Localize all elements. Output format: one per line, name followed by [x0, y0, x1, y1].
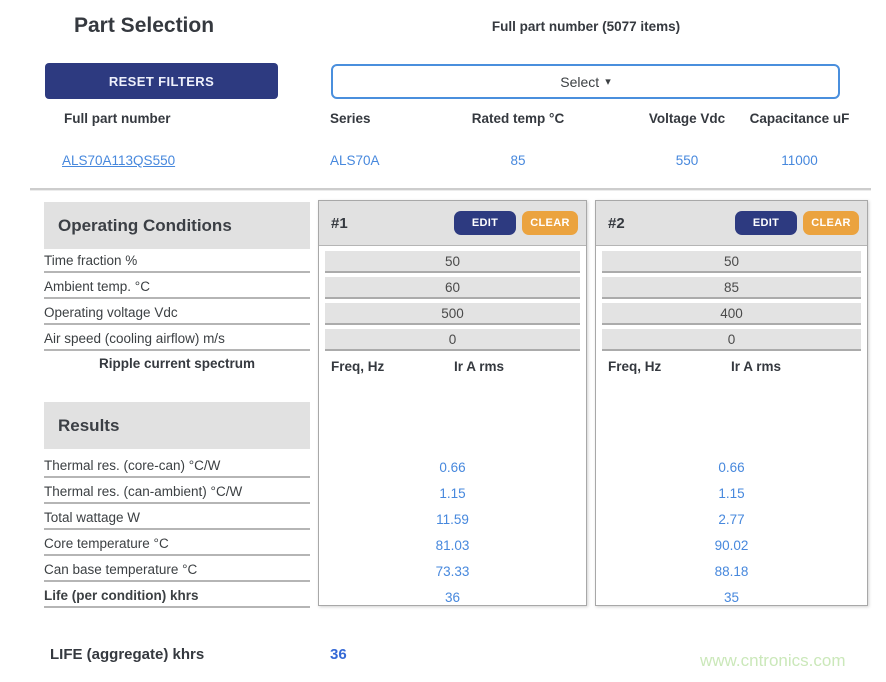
- condition-1-thermal-core-can: 0.66: [439, 460, 466, 475]
- condition-panel-2: #2 EDIT CLEAR 50 85 400 0 Freq, Hz Ir A …: [595, 200, 868, 606]
- condition-2-life: 35: [723, 590, 740, 605]
- condition-2-operating-voltage: 400: [602, 303, 861, 325]
- selector-caption: Full part number (5077 items): [491, 19, 681, 34]
- condition-2-core-temperature: 90.02: [714, 538, 749, 553]
- condition-1-ir-header: Ir A rms: [453, 359, 505, 374]
- part-series-value: ALS70A: [330, 153, 380, 168]
- ripple-spectrum-label: Ripple current spectrum: [98, 356, 256, 371]
- col-header-capacitance: Capacitance uF: [749, 111, 850, 126]
- watermark: www.cntronics.com: [700, 651, 846, 670]
- condition-1-air-speed: 0: [325, 329, 580, 351]
- condition-1-id: #1: [331, 214, 348, 232]
- life-aggregate-label: LIFE (aggregate) khrs: [50, 646, 205, 663]
- condition-2-edit-button[interactable]: EDIT: [735, 211, 797, 235]
- condition-2-thermal-core-can: 0.66: [718, 460, 745, 475]
- condition-1-total-wattage: 11.59: [436, 512, 469, 527]
- results-header: Results: [44, 402, 310, 449]
- life-aggregate-value: 36: [330, 646, 347, 663]
- condition-1-can-base-temperature: 73.33: [435, 564, 470, 579]
- label-thermal-core-can: Thermal res. (core-can) °C/W: [44, 455, 310, 478]
- part-select-dropdown[interactable]: Select ▾: [331, 64, 840, 99]
- condition-1-header: #1 EDIT CLEAR: [319, 201, 586, 246]
- condition-2-time-fraction: 50: [602, 251, 861, 273]
- condition-1-time-fraction: 50: [325, 251, 580, 273]
- condition-1-clear-button[interactable]: CLEAR: [522, 211, 578, 235]
- reset-filters-button[interactable]: RESET FILTERS: [45, 63, 278, 99]
- col-header-series: Series: [330, 111, 371, 126]
- part-voltage-value: 550: [675, 153, 699, 168]
- condition-1-core-temperature: 81.03: [435, 538, 470, 553]
- condition-2-freq-header: Freq, Hz: [608, 359, 662, 374]
- condition-2-clear-button[interactable]: CLEAR: [803, 211, 859, 235]
- label-time-fraction: Time fraction %: [44, 250, 310, 273]
- label-ambient-temp: Ambient temp. °C: [44, 276, 310, 299]
- col-header-rated-temp: Rated temp °C: [471, 111, 565, 126]
- col-header-part: Full part number: [64, 111, 171, 126]
- condition-1-freq-header: Freq, Hz: [331, 359, 385, 374]
- condition-1-edit-button[interactable]: EDIT: [454, 211, 516, 235]
- condition-panel-1: #1 EDIT CLEAR 50 60 500 0 Freq, Hz Ir A …: [318, 200, 587, 606]
- chevron-down-icon: ▾: [605, 76, 611, 88]
- condition-2-ambient-temp: 85: [602, 277, 861, 299]
- label-thermal-can-ambient: Thermal res. (can-ambient) °C/W: [44, 481, 310, 504]
- page-title: Part Selection: [74, 14, 215, 37]
- condition-1-thermal-can-ambient: 1.15: [439, 486, 466, 501]
- condition-2-can-base-temperature: 88.18: [714, 564, 749, 579]
- label-total-wattage: Total wattage W: [44, 507, 310, 530]
- condition-2-total-wattage: 2.77: [718, 512, 745, 527]
- part-capacitance-value: 11000: [781, 153, 818, 168]
- operating-conditions-header: Operating Conditions: [44, 202, 310, 249]
- part-number-link[interactable]: ALS70A113QS550: [62, 153, 176, 168]
- condition-1-life: 36: [444, 590, 461, 605]
- condition-2-header: #2 EDIT CLEAR: [596, 201, 867, 246]
- col-header-voltage: Voltage Vdc: [648, 111, 726, 126]
- condition-2-thermal-can-ambient: 1.15: [718, 486, 745, 501]
- condition-1-ambient-temp: 60: [325, 277, 580, 299]
- section-divider: [30, 188, 871, 191]
- select-label: Select: [560, 73, 600, 90]
- condition-2-id: #2: [608, 214, 625, 232]
- label-life-per-condition: Life (per condition) khrs: [44, 585, 310, 608]
- condition-2-ir-header: Ir A rms: [730, 359, 782, 374]
- label-core-temperature: Core temperature °C: [44, 533, 310, 556]
- part-rated-temp-value: 85: [510, 153, 526, 168]
- condition-1-operating-voltage: 500: [325, 303, 580, 325]
- label-operating-voltage: Operating voltage Vdc: [44, 302, 310, 325]
- condition-2-air-speed: 0: [602, 329, 861, 351]
- label-can-base-temperature: Can base temperature °C: [44, 559, 310, 582]
- label-air-speed: Air speed (cooling airflow) m/s: [44, 328, 310, 351]
